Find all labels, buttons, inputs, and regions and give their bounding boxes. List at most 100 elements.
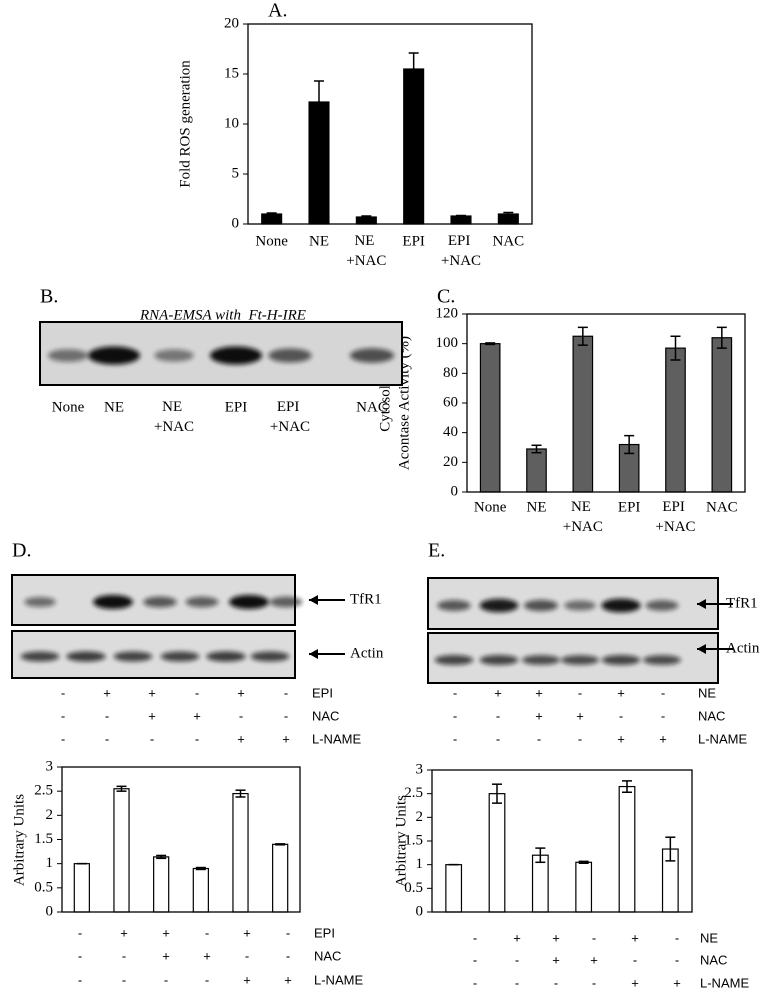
bar [232, 792, 249, 913]
treatment-name: NAC [700, 952, 727, 967]
x-tick-label: None [255, 233, 288, 249]
bar [272, 843, 289, 913]
treatment-sign: - [61, 708, 65, 723]
blot-band [268, 348, 312, 363]
lane-label: None [52, 399, 85, 415]
error-bar [716, 326, 727, 349]
y-tick-label: 0 [416, 903, 424, 919]
treatment-sign: + [673, 975, 681, 988]
error-bar [456, 214, 466, 218]
blot-band [154, 349, 194, 362]
y-tick-label: 60 [443, 394, 458, 410]
treatment-sign: - [537, 731, 541, 746]
bar [665, 347, 686, 493]
treatment-sign: - [195, 731, 199, 746]
lane-label: NE [104, 399, 124, 415]
panel-label: B. [40, 286, 58, 308]
y-tick-label: 15 [224, 65, 239, 81]
y-tick-label: 3 [46, 758, 54, 774]
treatment-sign: + [148, 708, 156, 723]
error-bar [624, 434, 635, 455]
treatment-sign: - [515, 975, 519, 988]
y-tick-label: 0.5 [404, 880, 423, 896]
y-axis-label: Arbitrary Units [11, 794, 27, 886]
treatment-sign: + [617, 731, 625, 746]
treatment-sign: + [193, 708, 201, 723]
treatment-name: L-NAME [698, 731, 747, 746]
error-bar [408, 52, 419, 86]
y-tick-label: 120 [436, 305, 459, 321]
treatment-sign: - [453, 731, 457, 746]
blot-band [479, 598, 519, 613]
x-tick-label: NE +NAC [563, 499, 603, 535]
y-tick-label: 5 [232, 165, 240, 181]
x-tick-label: NAC [492, 233, 524, 249]
treatment-sign: + [535, 708, 543, 723]
treatment-sign: + [513, 930, 521, 945]
blot-band [88, 346, 140, 365]
treatment-sign: - [286, 925, 290, 940]
blot-band [210, 346, 262, 365]
treatment-sign: + [243, 925, 251, 940]
treatment-name: NAC [312, 708, 339, 723]
blot-band [20, 651, 60, 662]
treatment-sign: - [592, 930, 596, 945]
x-tick-label: EPI [618, 499, 641, 515]
treatment-sign: + [631, 930, 639, 945]
blot-band [437, 600, 471, 611]
bar [526, 448, 547, 493]
blot-band [479, 654, 519, 666]
treatment-sign: - [245, 948, 249, 963]
y-tick-label: 1 [46, 855, 54, 871]
x-tick-label: EPI [402, 233, 425, 249]
treatment-sign: - [578, 731, 582, 746]
treatment-name: NE [698, 685, 716, 700]
treatment-sign: - [150, 731, 154, 746]
treatment-sign: - [473, 930, 477, 945]
treatment-sign: - [239, 708, 243, 723]
arrow-head [697, 644, 706, 654]
treatment-sign: - [554, 975, 558, 988]
y-tick-label: 2.5 [404, 785, 423, 801]
x-tick-label: None [474, 499, 507, 515]
treatment-sign: + [162, 925, 170, 940]
treatment-sign: + [243, 972, 251, 987]
treatment-sign: - [286, 948, 290, 963]
error-bar [492, 783, 502, 804]
treatment-sign: - [78, 925, 82, 940]
treatment-sign: + [120, 925, 128, 940]
treatment-sign: - [453, 685, 457, 700]
bar [445, 864, 463, 913]
bar [113, 788, 130, 913]
blot-band [524, 599, 558, 612]
treatment-sign: - [61, 685, 65, 700]
treatment-sign: - [122, 972, 126, 987]
treatment-sign: + [552, 930, 560, 945]
y-tick-label: 2 [416, 809, 424, 825]
arrow-head [697, 599, 706, 609]
error-bar [266, 212, 277, 216]
treatment-sign: - [453, 708, 457, 723]
x-tick-label: EPI +NAC [655, 499, 695, 535]
treatment-sign: - [78, 972, 82, 987]
bar [153, 856, 170, 913]
treatment-sign: + [617, 685, 625, 700]
blot-band [206, 651, 246, 662]
treatment-sign: - [578, 685, 582, 700]
error-bar [485, 342, 496, 346]
x-tick-label: NE [309, 233, 329, 249]
treatment-sign: - [284, 708, 288, 723]
error-bar [235, 789, 246, 798]
error-bar [578, 860, 589, 864]
error-bar [622, 780, 632, 793]
treatment-sign: - [122, 948, 126, 963]
treatment-sign: + [494, 685, 502, 700]
y-tick-label: 0 [232, 215, 240, 231]
y-tick-label: 2.5 [34, 783, 53, 799]
bar [575, 861, 593, 913]
treatment-sign: + [103, 685, 111, 700]
plot-frame [247, 23, 533, 225]
bar [711, 337, 733, 493]
arrow-head [309, 649, 318, 659]
